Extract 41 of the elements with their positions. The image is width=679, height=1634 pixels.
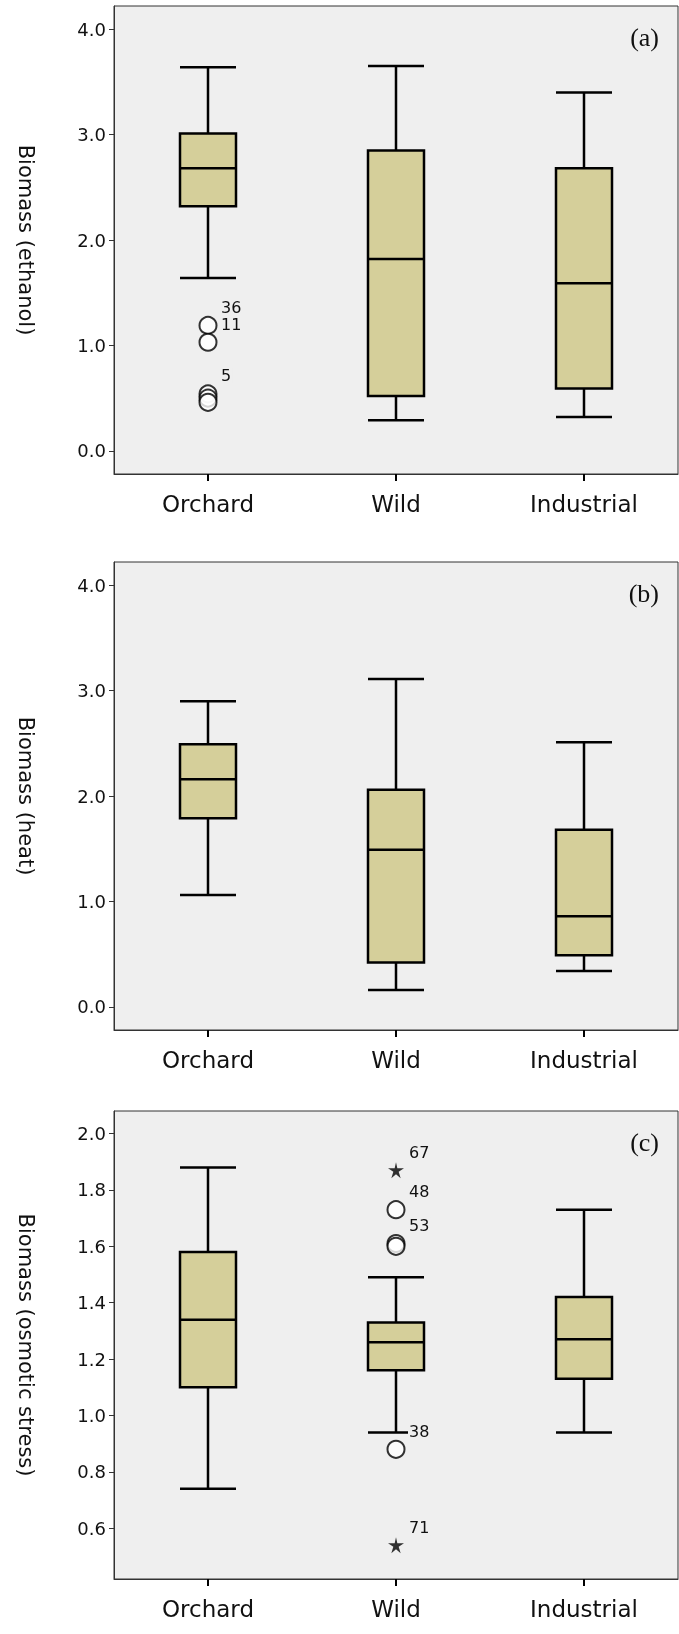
y-tick-label: 1.2 (77, 1348, 106, 1370)
y-tick-label: 1.6 (77, 1235, 106, 1257)
x-tick-label: Orchard (161, 490, 255, 517)
y-axis-title: Biomass (osmotic stress) (13, 1213, 38, 1477)
x-tick-label: Industrial (530, 1595, 638, 1622)
y-tick-label: 3.0 (77, 124, 106, 146)
annotation: (b) (628, 578, 660, 608)
x-tick-label: Wild (371, 1046, 421, 1073)
x-tick-label: Industrial (530, 1046, 638, 1073)
x-tick-label: Wild (371, 490, 421, 517)
y-tick-label: 4.0 (77, 574, 106, 596)
annotation: 67 (409, 1142, 430, 1162)
y-tick-label: 1.0 (77, 890, 106, 912)
y-axis-title: Biomass (ethanol) (13, 144, 38, 336)
y-tick-label: 1.4 (77, 1292, 106, 1314)
annotation: 11 (221, 314, 242, 334)
annotation: 71 (409, 1517, 430, 1537)
y-tick-label: 3.0 (77, 680, 106, 702)
annotation: 5 (221, 366, 232, 386)
annotation: (c) (630, 1127, 659, 1157)
x-tick-label: Industrial (530, 490, 638, 517)
y-tick-label: 2.0 (77, 785, 106, 807)
y-axis-title: Biomass (heat) (13, 716, 38, 876)
x-tick-label: Wild (371, 1595, 421, 1622)
y-tick-label: 1.0 (77, 334, 106, 356)
y-tick-label: 4.0 (77, 18, 106, 40)
y-tick-label: 2.0 (77, 229, 106, 251)
annotation: (a) (630, 22, 659, 52)
x-tick-label: Orchard (161, 1046, 255, 1073)
y-tick-label: 0.0 (77, 996, 106, 1018)
x-tick-label: Orchard (161, 1595, 255, 1622)
annotation: 36 (221, 297, 242, 317)
y-tick-label: 2.0 (77, 1123, 106, 1145)
y-tick-label: 0.8 (77, 1461, 106, 1483)
y-tick-label: 1.8 (77, 1179, 106, 1201)
annotation: 53 (409, 1216, 430, 1236)
y-tick-label: 0.0 (77, 440, 106, 462)
annotation: 48 (409, 1182, 430, 1202)
y-tick-label: 1.0 (77, 1404, 106, 1426)
annotation: 38 (409, 1421, 430, 1441)
y-tick-label: 0.6 (77, 1517, 106, 1539)
